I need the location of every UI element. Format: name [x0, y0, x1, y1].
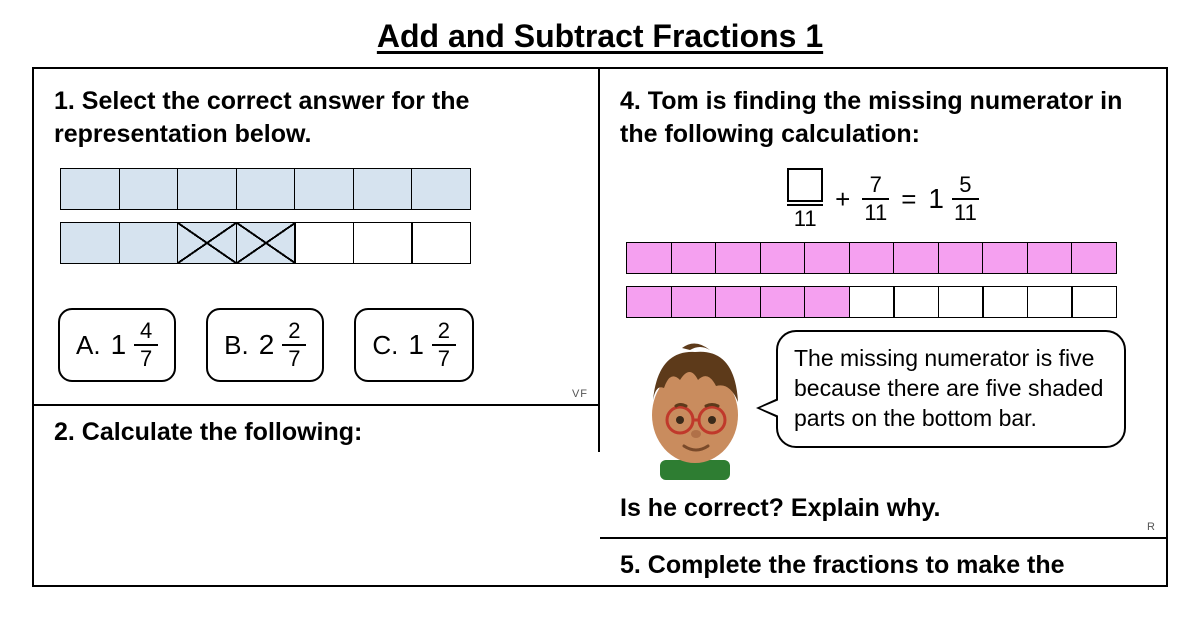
answer-option-c[interactable]: C. 1 27	[354, 308, 474, 382]
question-4: 4. Tom is finding the missing numerator …	[600, 69, 1166, 539]
missing-numerator-box[interactable]	[787, 168, 823, 202]
q4-prompt: 4. Tom is finding the missing numerator …	[620, 85, 1146, 150]
fraction-bar	[60, 168, 578, 210]
question-1: 1. Select the correct answer for the rep…	[34, 69, 600, 406]
q4-tag: R	[1147, 521, 1156, 533]
q4-bars	[626, 242, 1146, 318]
worksheet-page: Add and Subtract Fractions 1 1. Select t…	[0, 0, 1200, 587]
fraction-bar	[60, 222, 578, 264]
q2-prompt: 2. Calculate the following:	[54, 416, 578, 449]
q5-prompt: 5. Complete the fractions to make the	[620, 549, 1146, 582]
character-tom-icon	[620, 330, 770, 480]
q1-answers: A. 1 47 B. 2 27 C.	[58, 308, 578, 382]
q1-prompt: 1. Select the correct answer for the rep…	[54, 85, 578, 150]
q4-equation: 11 + 711 = 1 511	[620, 168, 1146, 230]
page-title: Add and Subtract Fractions 1	[32, 18, 1168, 55]
q4-followup: Is he correct? Explain why.	[620, 494, 1146, 523]
speech-bubble: The missing numerator is five because th…	[776, 330, 1126, 448]
fraction-bar	[626, 242, 1146, 274]
q1-bars	[60, 168, 578, 264]
question-grid: 1. Select the correct answer for the rep…	[32, 67, 1168, 587]
fraction-bar	[626, 286, 1146, 318]
q1-tag: VF	[572, 388, 588, 400]
question-2: 2. Calculate the following:	[34, 406, 600, 452]
question-5: 5. Complete the fractions to make the	[600, 539, 1166, 585]
answer-option-a[interactable]: A. 1 47	[58, 308, 176, 382]
answer-option-b[interactable]: B. 2 27	[206, 308, 324, 382]
